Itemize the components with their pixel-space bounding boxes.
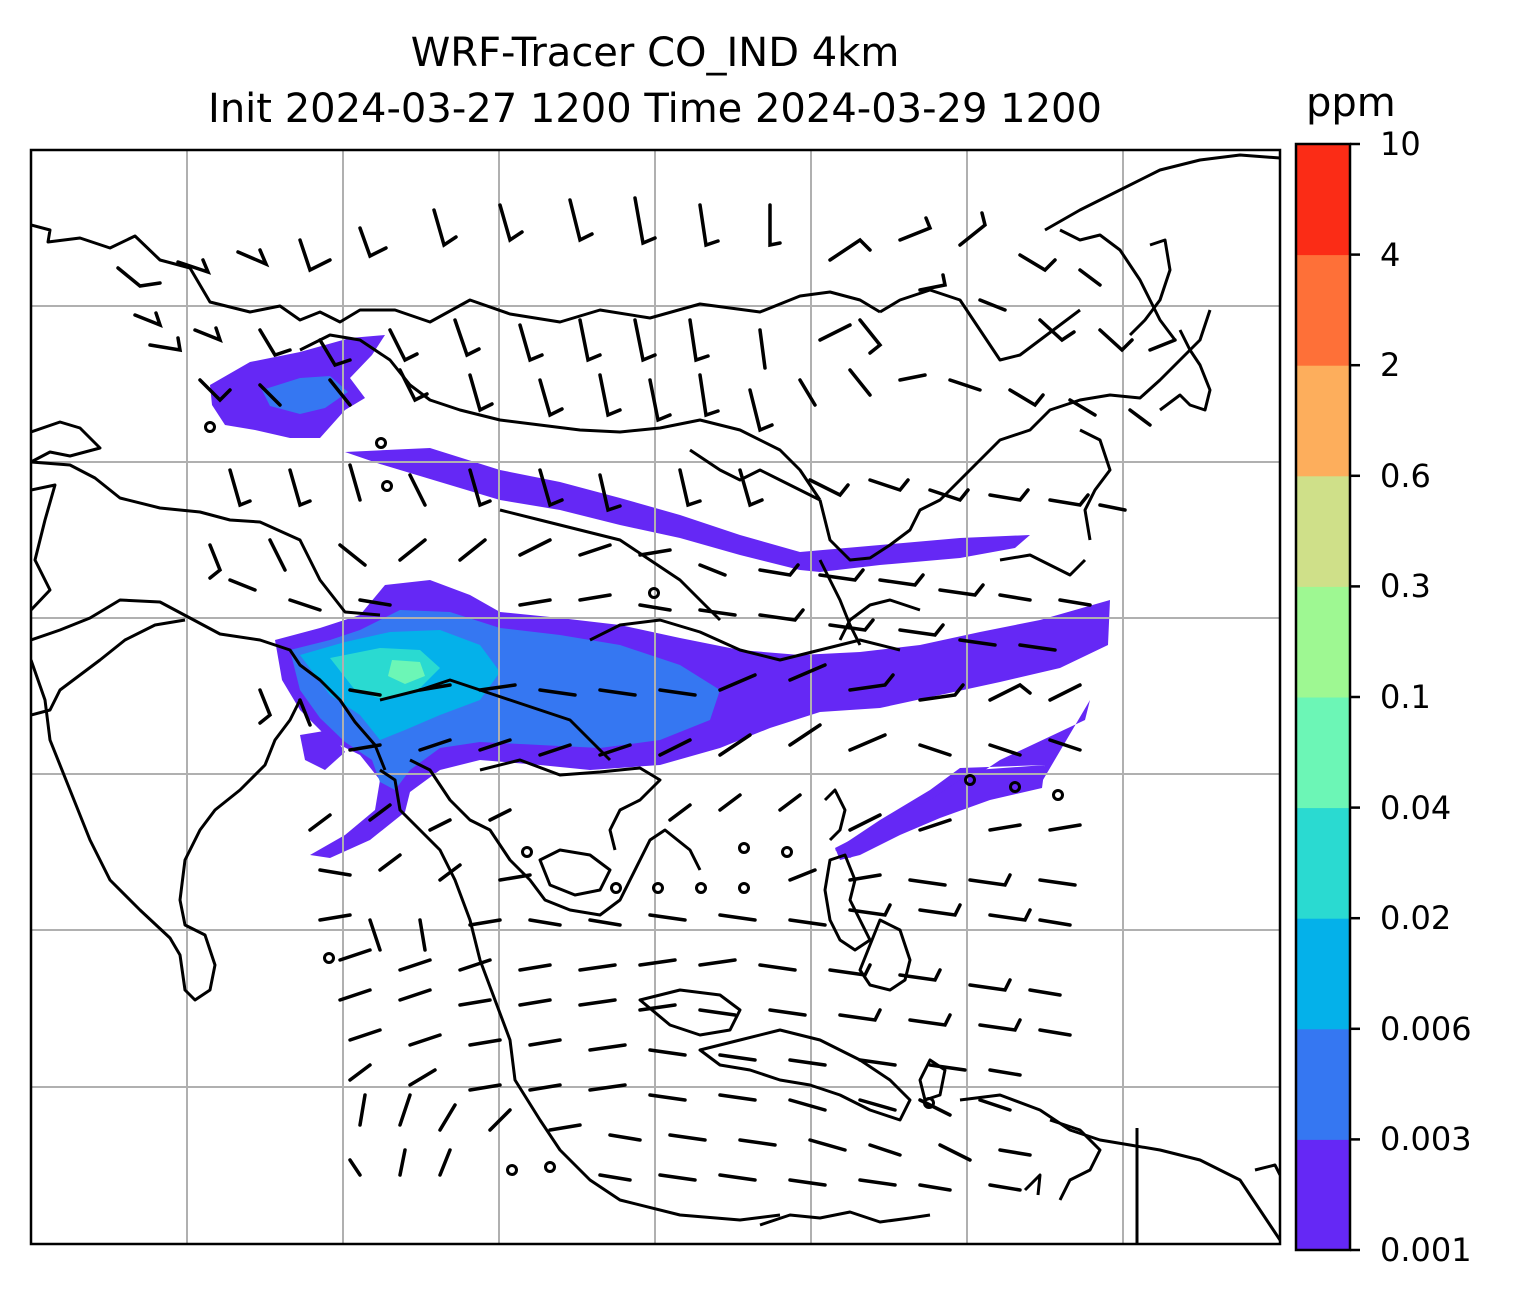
map-frame — [29, 148, 1282, 1246]
map-subtitle: Init 2024-03-27 1200 Time 2024-03-29 120… — [208, 86, 1102, 132]
plume-northern-band — [345, 448, 1030, 572]
colorbar-tick-label: 0.02 — [1380, 899, 1452, 938]
calm-wind-markers — [204, 421, 1064, 1176]
colorbar-segment — [1296, 586, 1350, 698]
plume-south-east — [835, 765, 1045, 860]
colorbar — [1294, 142, 1360, 1252]
colorbar-tick-label: 2 — [1380, 346, 1401, 385]
colorbar-unit-label: ppm — [1306, 80, 1396, 126]
colorbar-tick-label: 0.6 — [1380, 456, 1431, 495]
co-tracer-plumes — [210, 335, 1110, 860]
map-title: WRF-Tracer CO_IND 4km — [410, 30, 900, 76]
colorbar-tick-label: 10 — [1380, 125, 1421, 163]
coastlines — [31, 153, 1280, 1244]
colorbar-segment — [1296, 807, 1350, 919]
plume-central-max — [388, 660, 425, 684]
colorbar-segment — [1296, 254, 1350, 366]
colorbar-segment — [1296, 918, 1350, 1030]
colorbar-segment — [1296, 144, 1350, 256]
colorbar-tick-label: 0.3 — [1380, 567, 1431, 606]
colorbar-segment — [1296, 1028, 1350, 1140]
colorbar-segment — [1296, 1139, 1350, 1251]
colorbar-tick-label: 0.003 — [1380, 1120, 1472, 1159]
colorbar-tick-label: 0.04 — [1380, 788, 1452, 827]
map-gridlines — [31, 150, 1280, 1244]
colorbar-segment — [1296, 697, 1350, 809]
colorbar-segment — [1296, 365, 1350, 477]
colorbar-tick-label: 0.006 — [1380, 1009, 1472, 1048]
plume-central-peak — [330, 648, 440, 700]
plume-north-west-core — [262, 376, 348, 414]
colorbar-tick-label: 4 — [1380, 235, 1401, 274]
colorbar-tick-label: 0.001 — [1380, 1231, 1472, 1269]
wind-barbs — [116, 196, 1177, 1192]
colorbar-segment — [1296, 475, 1350, 587]
plume-west-small — [300, 730, 345, 770]
colorbar-tick-label: 0.1 — [1380, 678, 1431, 716]
